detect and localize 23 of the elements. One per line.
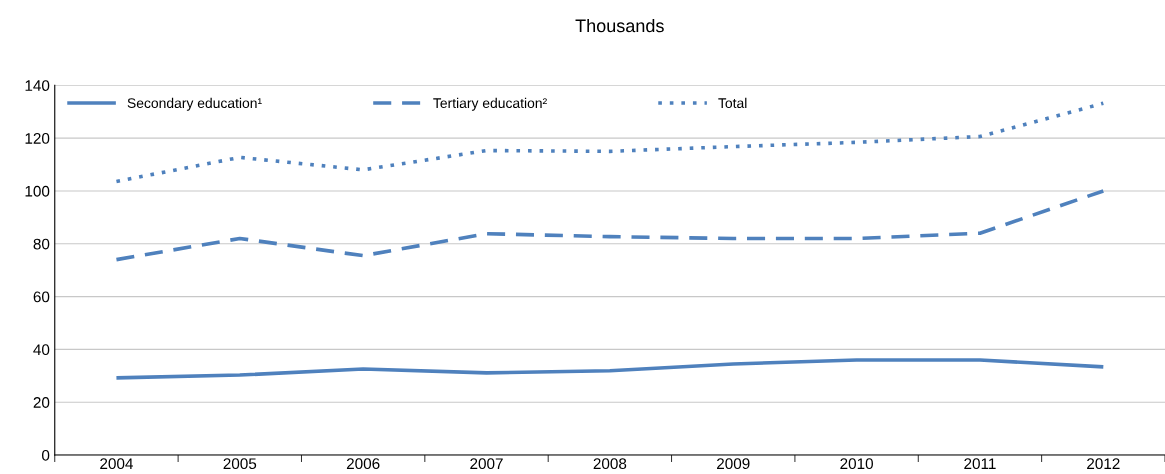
legend-label: Total [718,97,747,109]
line-series [114,189,1106,262]
x-tick-label: 2009 [717,458,750,470]
y-tick-label: 120 [25,133,50,144]
x-tick-label: 2005 [223,458,257,470]
y-tick-label: 20 [33,397,50,408]
y-tick-label: 60 [33,291,50,303]
chart-title: Thousands [575,18,664,33]
line-series [114,358,1106,380]
y-tick-label: 140 [25,80,50,92]
x-tick-label: 2012 [1087,458,1120,470]
x-tick-label: 2010 [840,458,873,470]
x-tick-label: 2008 [593,458,627,470]
legend-label: Secondary education¹ [127,97,262,111]
x-tick-label: 2006 [346,458,380,470]
y-tick-label: 40 [33,344,50,356]
legend-label: Tertiary education² [433,97,547,111]
x-tick-label: 2004 [100,458,133,470]
x-tick-label: 2011 [964,458,996,470]
x-tick-label: 2007 [470,458,503,470]
y-tick-label: 0 [41,449,50,461]
y-tick-label: 80 [33,238,50,250]
y-tick-label: 100 [25,185,50,197]
